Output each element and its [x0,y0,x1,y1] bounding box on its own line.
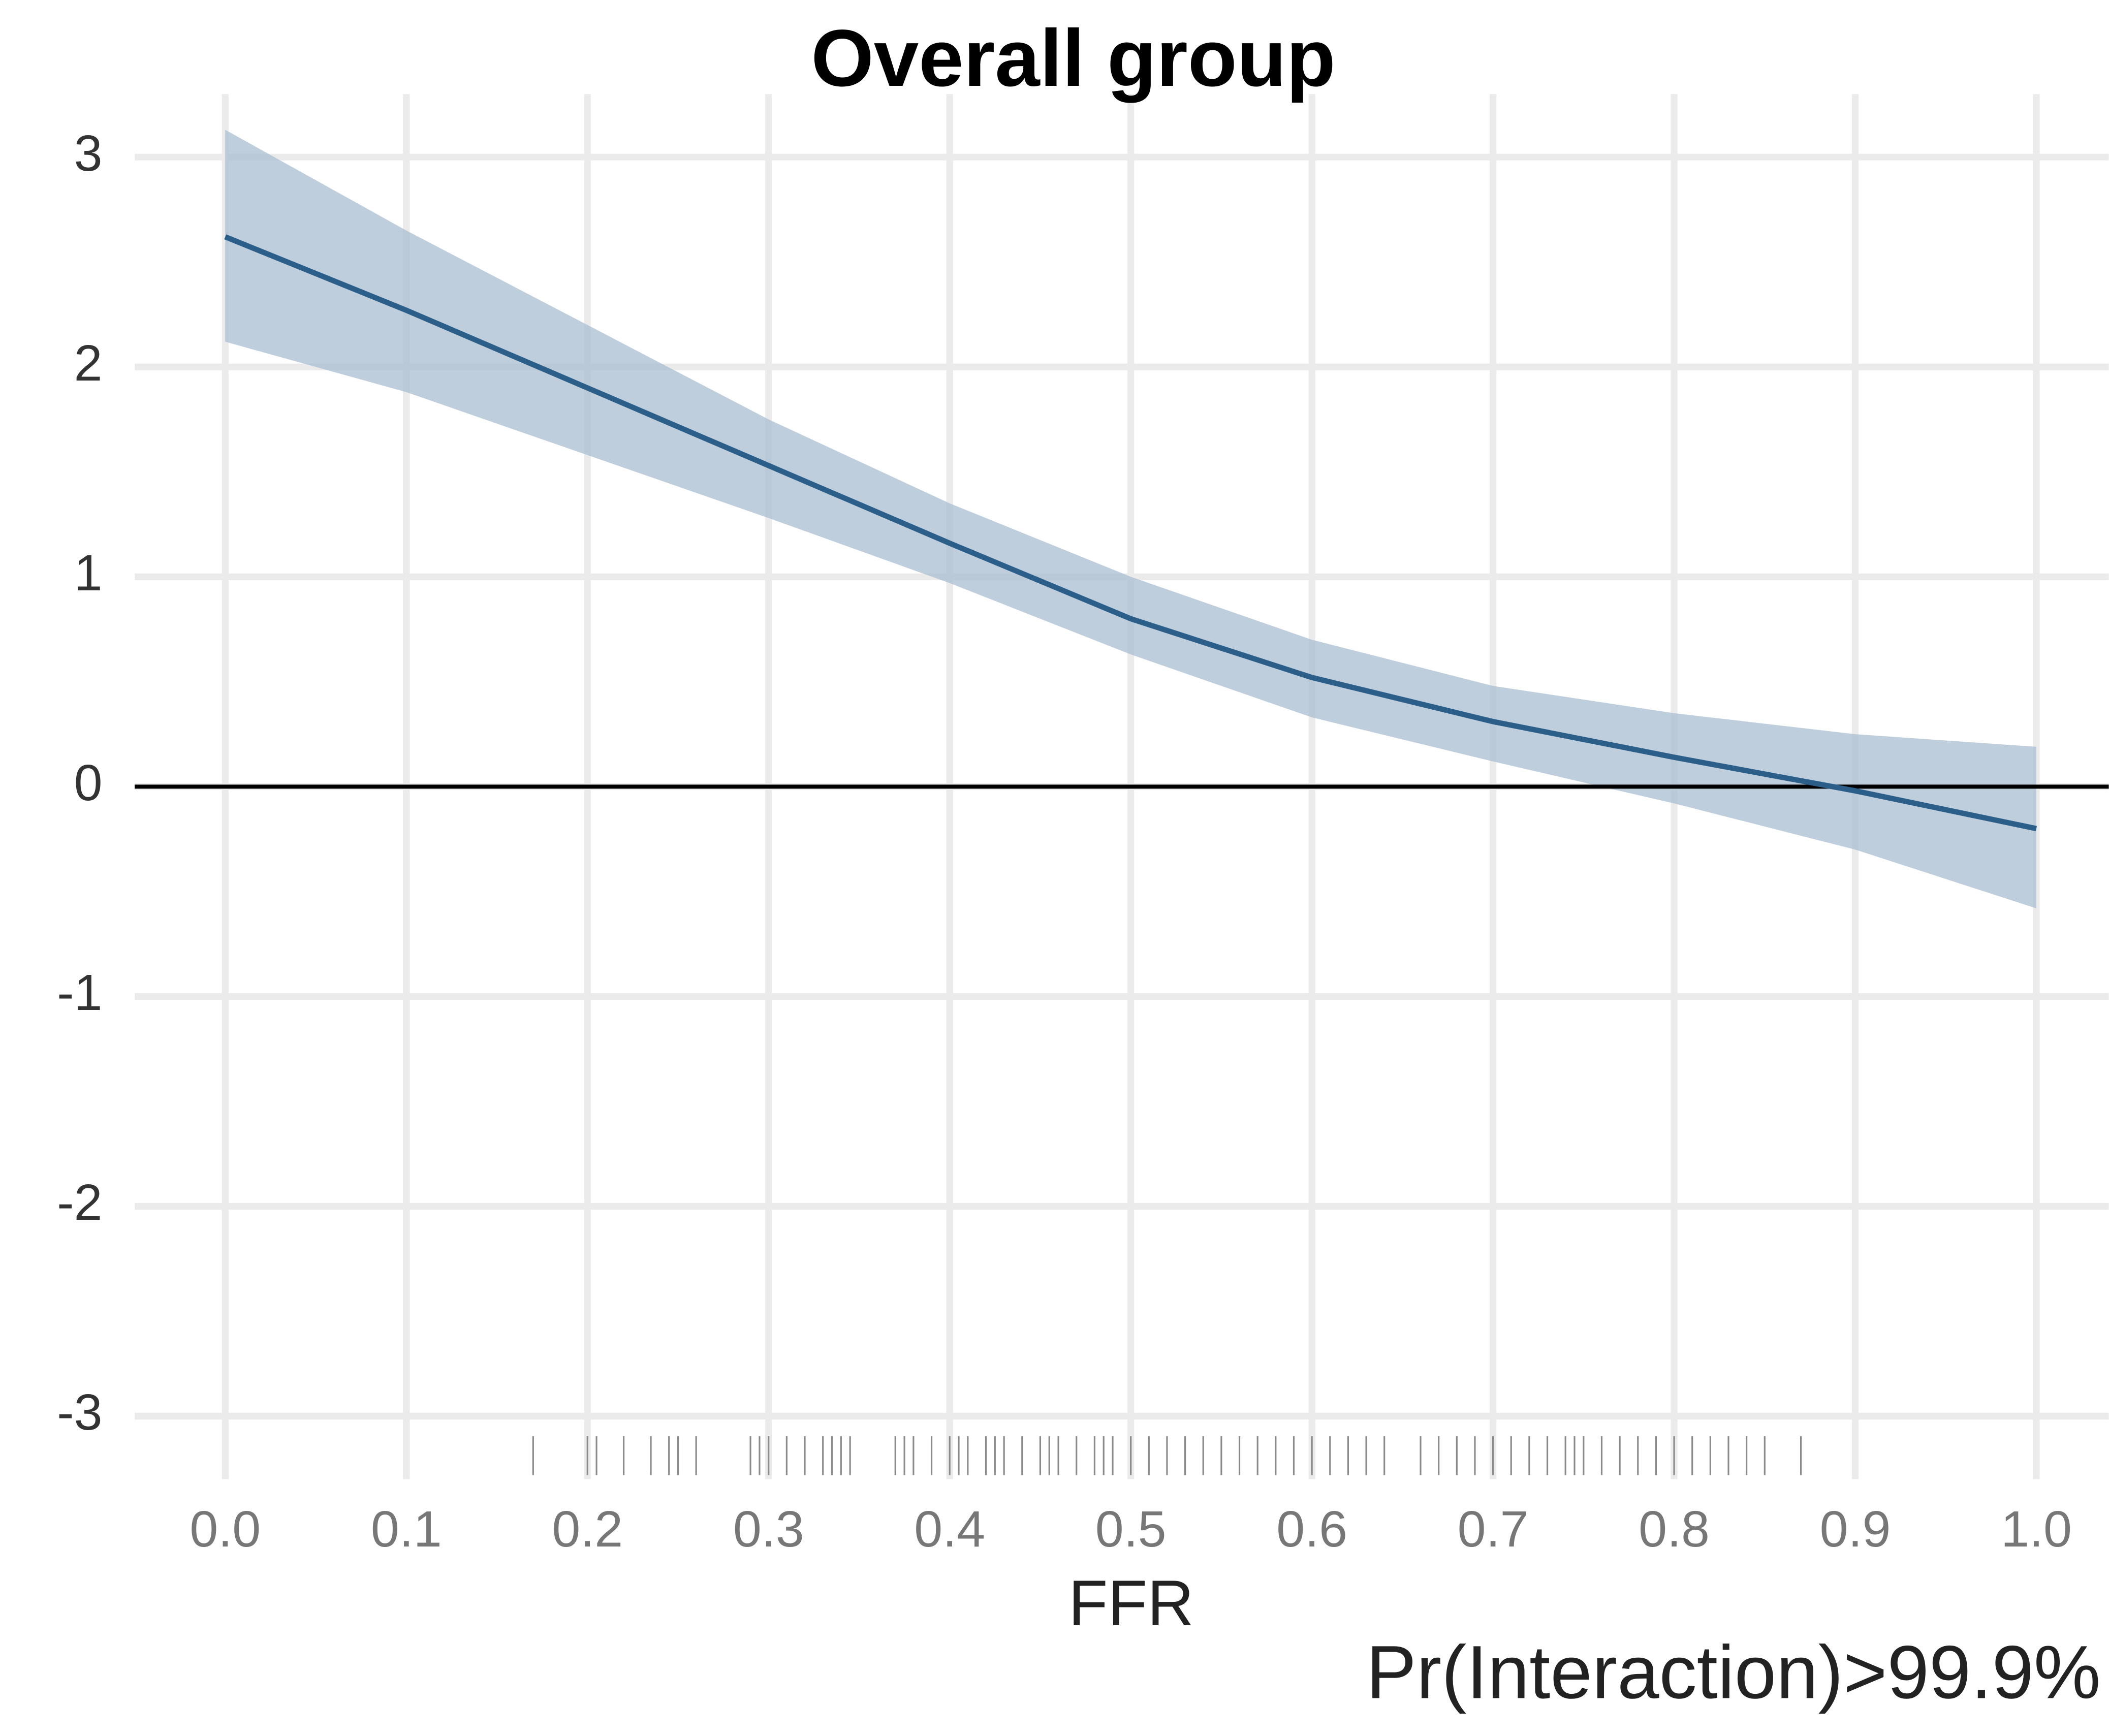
x-tick-label: 0.3 [733,1501,804,1558]
x-tick-label: 0.6 [1276,1501,1347,1558]
y-tick-label: -1 [57,964,102,1021]
confidence-band [225,130,2036,908]
x-tick-label: 0.2 [552,1501,623,1558]
y-tick-label: -2 [57,1174,102,1231]
plot: -3 -2 -1 0 1 2 3 0.0 0.1 0.2 0.3 0.4 0.5 0.6 0.7 0.8 0.9… [57,94,2109,1558]
x-tick-label: 0.4 [914,1501,985,1558]
y-tick-label: -3 [57,1384,102,1441]
y-tick-label: 3 [74,125,103,182]
chart-title: Overall group [811,13,1335,103]
x-tick-label: 0.8 [1639,1501,1710,1558]
x-tick-label: 1.0 [2001,1501,2072,1558]
x-tick-label: 0.0 [190,1501,261,1558]
x-axis-label: FFR [1068,1567,1194,1639]
x-tick-label: 0.7 [1458,1501,1529,1558]
x-tick-label: 0.1 [371,1501,442,1558]
annotation: Pr(Interaction)>99.9% [1366,1630,2101,1714]
x-tick-label: 0.5 [1095,1501,1167,1558]
y-tick-label: 2 [74,335,103,392]
line [224,234,2037,832]
y-tick-label: 0 [74,754,103,811]
x-tick-label: 0.9 [1820,1501,1891,1558]
y-tick-label: 1 [74,545,103,602]
